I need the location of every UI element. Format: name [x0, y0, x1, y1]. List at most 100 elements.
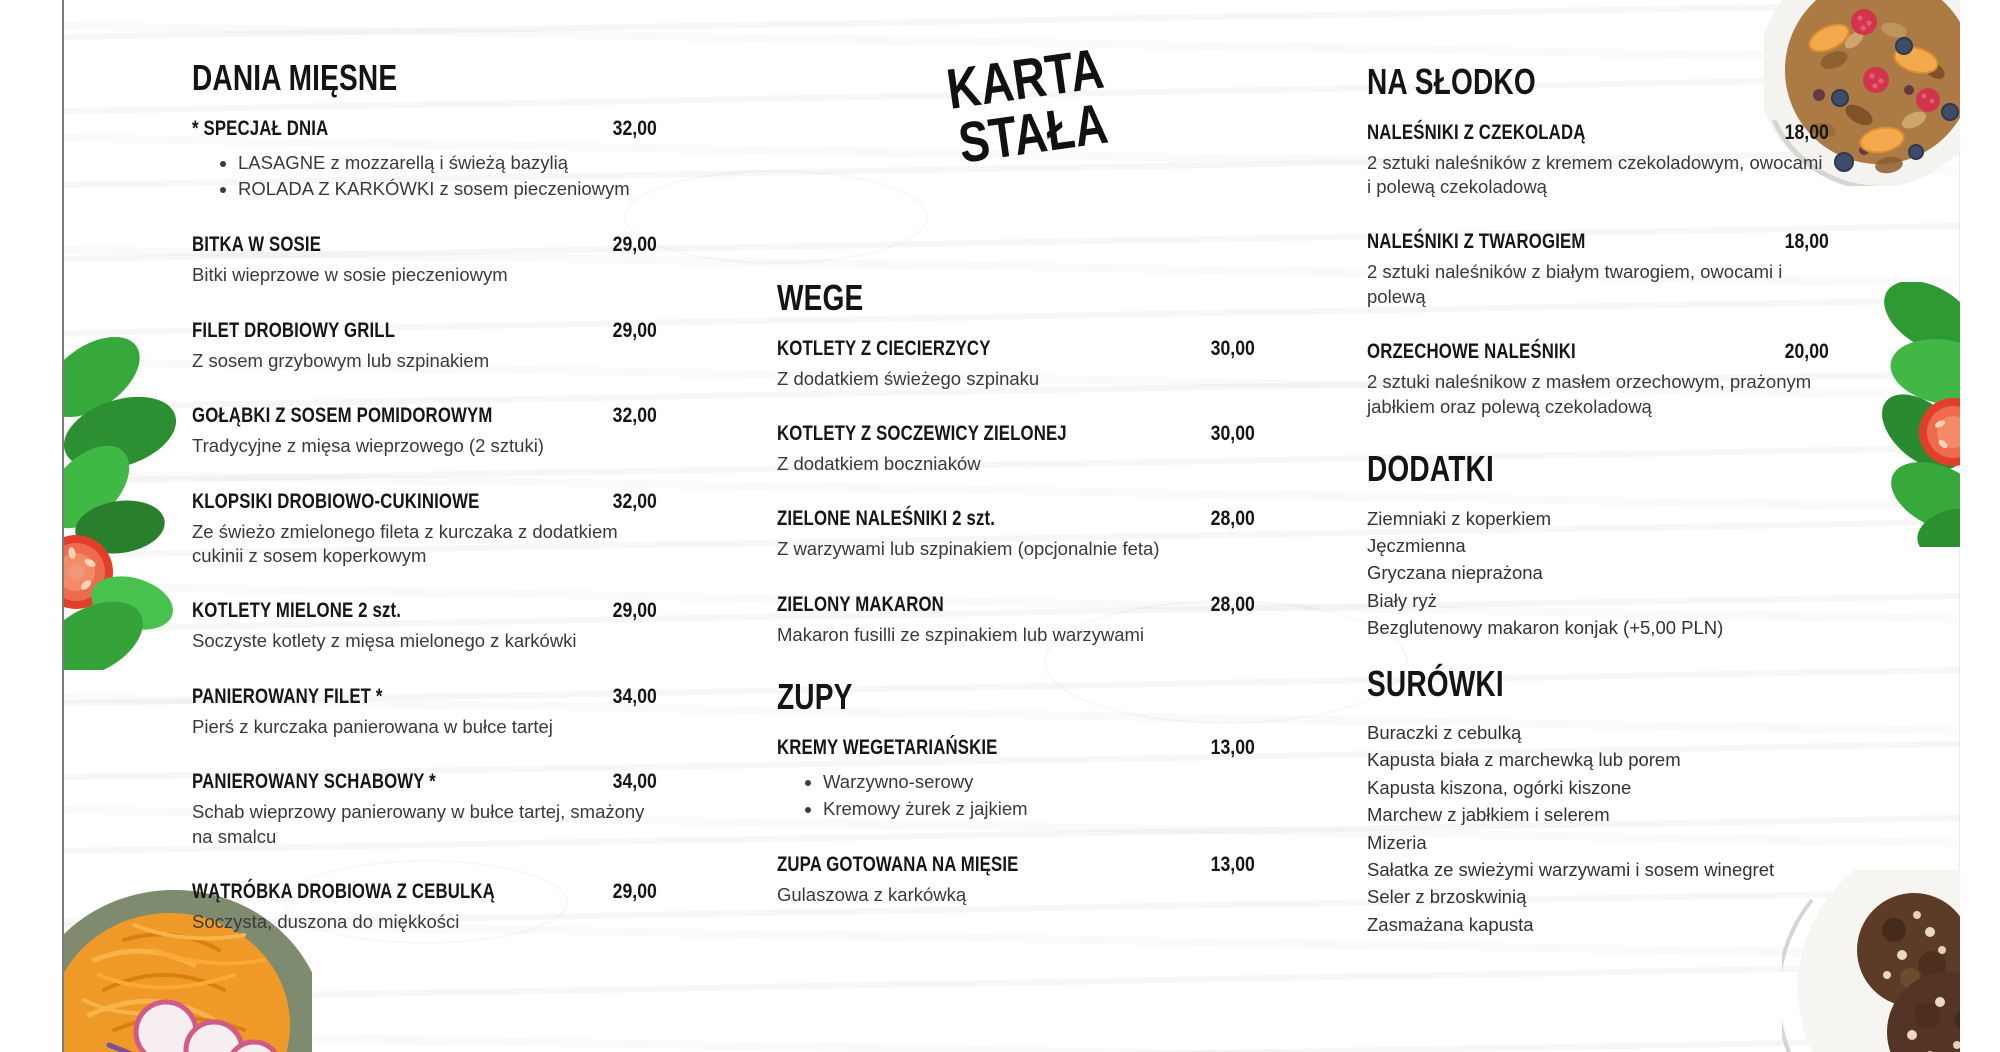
section-title-zupy: ZUPY	[777, 676, 853, 718]
menu-item: ORZECHOWE NALEŚNIKI 20,00 2 sztuki naleś…	[1367, 339, 1829, 419]
vege-list: KOTLETY Z CIECIERZYCY 30,00 Z dodatkiem …	[777, 336, 1255, 648]
section-title-na-slodko: NA SŁODKO	[1367, 61, 1536, 102]
section-title-dodatki: DODATKI	[1367, 448, 1494, 490]
menu-item-price: 30,00	[1210, 335, 1255, 360]
side-dish-item: Ziemniaki z koperkiem	[1367, 507, 1552, 529]
menu-item-name: PANIEROWANY SCHABOWY *	[192, 769, 436, 794]
menu-item-price: 30,00	[1210, 421, 1255, 445]
menu-item: ZIELONY MAKARON 28,00 Makaron fusilli ze…	[777, 592, 1255, 647]
side-dish-item: Biały ryż	[1367, 589, 1437, 611]
menu-item-option: LASAGNE z mozzarellą i świeżą bazylią	[238, 150, 657, 176]
menu-item-description: 2 sztuki naleśnikow z masłem orzechowym,…	[1367, 371, 1812, 417]
menu-item: KREMY WEGETARIAŃSKIE 13,00 Warzywno-sero…	[777, 735, 1255, 822]
menu-item-price: 29,00	[612, 232, 657, 257]
menu-item-description: Schab wieprzowy panierowany w bułce tart…	[192, 801, 645, 847]
basil-leaves-right-photo	[1882, 282, 1960, 547]
desserts-and-sides-section: NA SŁODKO NALEŚNIKI Z CZEKOLADĄ 18,00 2 …	[1367, 62, 1829, 938]
menu-item-description: Makaron fusilli ze szpinakiem lub warzyw…	[777, 623, 1145, 645]
menu-item-description: Z dodatkiem boczniaków	[777, 453, 981, 474]
menu-item-price: 29,00	[612, 598, 657, 623]
menu-item-options: LASAGNE z mozzarellą i świeżą bazyliąROL…	[192, 150, 657, 203]
menu-item-name: FILET DROBIOWY GRILL	[192, 317, 396, 342]
soups-list: KREMY WEGETARIAŃSKIE 13,00 Warzywno-sero…	[777, 735, 1255, 907]
menu-item-name: KREMY WEGETARIAŃSKIE	[777, 734, 998, 759]
menu-item-price: 18,00	[1784, 229, 1829, 254]
menu-item-name: ORZECHOWE NALEŚNIKI	[1367, 339, 1576, 364]
menu-item: KOTLETY Z CIECIERZYCY 30,00 Z dodatkiem …	[777, 336, 1255, 391]
salad-item: Kapusta kiszona, ogórki kiszone	[1367, 776, 1632, 798]
menu-item-price: 18,00	[1784, 119, 1829, 144]
menu-item-name: ZIELONY MAKARON	[777, 591, 944, 616]
section-title-surowki: SURÓWKI	[1367, 662, 1504, 704]
menu-item-option: ROLADA Z KARKÓWKI z sosem pieczeniowym	[238, 176, 657, 202]
menu-item-price: 32,00	[612, 115, 657, 140]
salad-item: Mizeria	[1367, 831, 1427, 853]
menu-item-name: PANIEROWANY FILET *	[192, 683, 383, 708]
menu-item-description: 2 sztuki naleśników z kremem czekoladowy…	[1367, 151, 1823, 197]
menu-item-price: 32,00	[612, 488, 657, 513]
menu-item-price: 29,00	[612, 879, 657, 904]
menu-item-name: KOTLETY Z SOCZEWICY ZIELONEJ	[777, 421, 1067, 445]
section-title-dania-miesne: DANIA MIĘSNE	[192, 57, 398, 98]
menu-item-description: Z dodatkiem świeżego szpinaku	[777, 367, 1040, 389]
menu-item: GOŁĄBKI Z SOSEM POMIDOROWYM 32,00 Tradyc…	[192, 403, 657, 458]
menu-item-option: Kremowy żurek z jajkiem	[823, 796, 1255, 822]
menu-item-price: 13,00	[1210, 851, 1255, 876]
menu-item-price: 34,00	[612, 769, 657, 794]
vege-and-soups-section: WEGE KOTLETY Z CIECIERZYCY 30,00 Z dodat…	[777, 278, 1255, 937]
menu-item-name: ZIELONE NALEŚNIKI 2 szt.	[777, 506, 996, 531]
menu-item-description: Soczysta, duszona do miękkości	[192, 911, 460, 933]
menu-item-description: Z warzywami lub szpinakiem (opcjonalnie …	[777, 538, 1160, 560]
menu-item-name: NALEŚNIKI Z CZEKOLADĄ	[1367, 119, 1586, 144]
menu-item-description: Ze świeżo zmielonego fileta z kurczaka z…	[192, 520, 618, 566]
menu-item-description: Bitki wieprzowe w sosie pieczeniowym	[192, 264, 508, 286]
wood-grain-swirl	[624, 170, 928, 264]
menu-item: KOTLETY Z SOCZEWICY ZIELONEJ 30,00 Z dod…	[777, 421, 1255, 476]
side-dish-item: Bezglutenowy makaron konjak (+5,00 PLN)	[1367, 617, 1724, 639]
menu-item-name: KOTLETY Z CIECIERZYCY	[777, 335, 991, 360]
salad-item: Zasmażana kapusta	[1367, 913, 1534, 935]
menu-logo: KARTA STAŁA	[903, 36, 1156, 178]
menu-item-description: Gulaszowa z karkówką	[777, 883, 967, 905]
menu-item: NALEŚNIKI Z CZEKOLADĄ 18,00 2 sztuki nal…	[1367, 120, 1829, 200]
sides-list: Ziemniaki z koperkiem Jęczmienna Gryczana …	[1367, 505, 1829, 642]
menu-item: WĄTRÓBKA DROBIOWA Z CEBULKĄ 29,00 Soczys…	[192, 879, 657, 934]
cookie	[1857, 893, 1960, 1007]
menu-item-name: KLOPSIKI DROBIOWO-CUKINIOWE	[192, 488, 480, 513]
menu-item-name: BITKA W SOSIE	[192, 232, 322, 257]
menu-item-name: GOŁĄBKI Z SOSEM POMIDOROWYM	[192, 403, 493, 428]
menu-item-price: 29,00	[612, 317, 657, 342]
tomato-slice	[64, 535, 113, 609]
menu-item: KOTLETY MIELONE 2 szt. 29,00 Soczyste ko…	[192, 598, 657, 653]
menu-item-name: NALEŚNIKI Z TWAROGIEM	[1367, 229, 1586, 254]
salad-item: Seler z brzoskwinią	[1367, 886, 1527, 908]
menu-item-description: 2 sztuki naleśników z białym twarogiem, …	[1367, 261, 1783, 307]
salad-item: Sałatka ze swieżymi warzywami i sosem wi…	[1367, 858, 1775, 880]
desserts-list: NALEŚNIKI Z CZEKOLADĄ 18,00 2 sztuki nal…	[1367, 120, 1829, 419]
meat-dishes-list: * SPECJAŁ DNIA 32,00 LASAGNE z mozzarell…	[192, 116, 657, 935]
menu-item-name: * SPECJAŁ DNIA	[192, 115, 329, 140]
tomato-slice	[1919, 398, 1960, 466]
salad-item: Buraczki z cebulką	[1367, 722, 1522, 744]
menu-item-description: Tradycyjne z mięsa wieprzowego (2 sztuki…	[192, 435, 544, 457]
menu-item-description: Soczyste kotlety z mięsa mielonego z kar…	[192, 630, 577, 652]
menu-item: PANIEROWANY SCHABOWY * 34,00 Schab wiepr…	[192, 769, 657, 849]
menu-item: * SPECJAŁ DNIA 32,00 LASAGNE z mozzarell…	[192, 116, 657, 203]
menu-item: KLOPSIKI DROBIOWO-CUKINIOWE 32,00 Ze świ…	[192, 489, 657, 569]
menu-item-price: 13,00	[1210, 734, 1255, 759]
menu-item-price: 20,00	[1784, 339, 1829, 364]
section-title-wege: WEGE	[777, 277, 864, 318]
menu-item-price: 34,00	[612, 683, 657, 708]
menu-item: ZIELONE NALEŚNIKI 2 szt. 28,00 Z warzywa…	[777, 506, 1255, 561]
menu-item-price: 28,00	[1210, 506, 1255, 531]
side-dish-item: Jęczmienna	[1367, 535, 1466, 556]
meat-dishes-section: DANIA MIĘSNE * SPECJAŁ DNIA 32,00 LASAGN…	[192, 58, 657, 964]
menu-page: KARTA STAŁA DANIA MIĘSNE * SPECJAŁ DNIA …	[62, 0, 1960, 1052]
menu-item: ZUPA GOTOWANA NA MIĘSIE 13,00 Gulaszowa …	[777, 852, 1255, 907]
menu-item: NALEŚNIKI Z TWAROGIEM 18,00 2 sztuki nal…	[1367, 229, 1829, 309]
salad-item: Kapusta biała z marchewką lub porem	[1367, 749, 1681, 771]
side-dish-item: Gryczana nieprażona	[1367, 562, 1543, 584]
cookie	[1887, 972, 1960, 1052]
menu-item-description: Pierś z kurczaka panierowana w bułce tar…	[192, 715, 553, 737]
menu-item-price: 28,00	[1210, 591, 1255, 616]
